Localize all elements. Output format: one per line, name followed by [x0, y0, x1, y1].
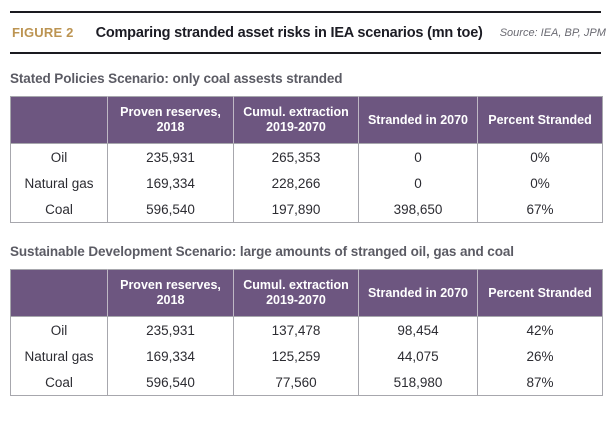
row-label: Natural gas: [10, 343, 108, 369]
highlight-cell: 0%: [477, 170, 603, 196]
highlight-cell: 42%: [477, 316, 603, 343]
figure-title: Comparing stranded asset risks in IEA sc…: [95, 24, 483, 41]
table-row-coal: Coal 596,540 197,890 398,650 67%: [10, 196, 603, 223]
value-cell: 398,650: [358, 196, 478, 223]
section-sustainable-development: Sustainable Development Scenario: large …: [0, 244, 611, 396]
value-cell: 235,931: [107, 316, 234, 343]
header-cell-cumul-extraction: Cumul. extraction 2019-2070: [233, 96, 359, 144]
header-cell-proven-reserves: Proven reserves, 2018: [107, 96, 234, 144]
header-cell-percent-stranded: Percent Stranded: [477, 269, 603, 317]
value-cell: 235,931: [107, 143, 234, 170]
value-cell: 137,478: [233, 316, 359, 343]
table-row-natural-gas: Natural gas 169,334 228,266 0 0%: [10, 170, 603, 196]
row-label: Oil: [10, 316, 108, 343]
value-cell: 197,890: [233, 196, 359, 223]
value-cell: 518,980: [358, 369, 478, 396]
header-cell-stranded-2070: Stranded in 2070: [358, 96, 478, 144]
row-label: Coal: [10, 369, 108, 396]
header-cell-stranded-2070: Stranded in 2070: [358, 269, 478, 317]
highlight-cell: 26%: [477, 343, 603, 369]
figure-page: FIGURE 2 Comparing stranded asset risks …: [0, 11, 611, 421]
highlight-cell: 0: [358, 170, 478, 196]
table-row-oil: Oil 235,931 137,478 98,454 42%: [10, 316, 603, 343]
value-cell: 125,259: [233, 343, 359, 369]
row-label: Oil: [10, 143, 108, 170]
header-cell-blank: [10, 269, 108, 317]
highlight-cell: 44,075: [358, 343, 478, 369]
value-cell: 169,334: [107, 170, 234, 196]
value-cell: 596,540: [107, 196, 234, 223]
value-cell: 169,334: [107, 343, 234, 369]
figure-source: Source: IEA, BP, JPM: [499, 26, 606, 39]
value-cell: 265,353: [233, 143, 359, 170]
highlight-cell: 0%: [477, 143, 603, 170]
table-row-oil: Oil 235,931 265,353 0 0%: [10, 143, 603, 170]
highlight-cell: 98,454: [358, 316, 478, 343]
table-row-coal: Coal 596,540 77,560 518,980 87%: [10, 369, 603, 396]
figure-number-label: FIGURE 2: [12, 25, 74, 40]
sustainable-development-table: Proven reserves, 2018 Cumul. extraction …: [10, 269, 603, 396]
header-cell-blank: [10, 96, 108, 144]
section-title: Stated Policies Scenario: only coal asse…: [10, 71, 343, 86]
section-stated-policies: Stated Policies Scenario: only coal asse…: [0, 71, 611, 223]
figure-header: FIGURE 2 Comparing stranded asset risks …: [10, 11, 606, 54]
highlight-cell: 0: [358, 143, 478, 170]
table-header-row: Proven reserves, 2018 Cumul. extraction …: [10, 269, 603, 317]
header-cell-proven-reserves: Proven reserves, 2018: [107, 269, 234, 317]
row-label: Coal: [10, 196, 108, 223]
value-cell: 596,540: [107, 369, 234, 396]
header-cell-percent-stranded: Percent Stranded: [477, 96, 603, 144]
value-cell: 77,560: [233, 369, 359, 396]
section-title: Sustainable Development Scenario: large …: [10, 244, 514, 259]
row-label: Natural gas: [10, 170, 108, 196]
table-header-row: Proven reserves, 2018 Cumul. extraction …: [10, 96, 603, 144]
table-row-natural-gas: Natural gas 169,334 125,259 44,075 26%: [10, 343, 603, 369]
header-cell-cumul-extraction: Cumul. extraction 2019-2070: [233, 269, 359, 317]
value-cell: 228,266: [233, 170, 359, 196]
stated-policies-table: Proven reserves, 2018 Cumul. extraction …: [10, 96, 603, 223]
value-cell: 87%: [477, 369, 603, 396]
value-cell: 67%: [477, 196, 603, 223]
